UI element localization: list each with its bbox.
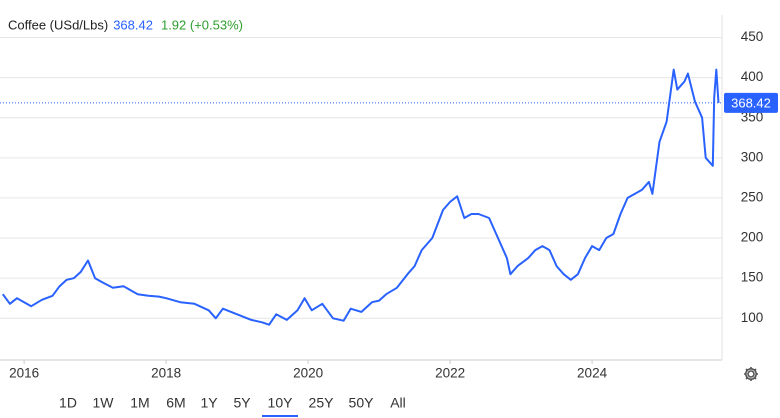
y-tick-label: 150	[741, 270, 764, 285]
range-button[interactable]: 5Y	[233, 395, 251, 411]
last-price-label: 368.42	[731, 95, 771, 110]
range-button[interactable]: 50Y	[349, 395, 375, 411]
range-button[interactable]: 25Y	[309, 395, 335, 411]
y-tick-label: 450	[741, 29, 764, 44]
y-tick-label: 250	[741, 189, 764, 204]
range-button[interactable]: 1D	[59, 395, 77, 411]
price: 368.42	[113, 17, 153, 32]
price-change: 1.92 (+0.53%)	[161, 17, 243, 32]
y-tick-label: 200	[741, 230, 764, 245]
x-tick-label: 2016	[9, 366, 39, 381]
y-tick-label: 100	[741, 310, 764, 325]
range-button[interactable]: All	[390, 395, 406, 411]
settings-icon[interactable]	[744, 367, 758, 381]
range-button[interactable]: 6M	[166, 395, 185, 411]
x-tick-label: 2018	[151, 366, 181, 381]
x-tick-label: 2024	[577, 366, 608, 381]
y-tick-label: 300	[741, 149, 764, 164]
range-button[interactable]: 1Y	[200, 395, 218, 411]
y-tick-label: 350	[741, 109, 764, 124]
x-tick-label: 2022	[435, 366, 465, 381]
x-tick-label: 2020	[293, 366, 323, 381]
chart-title: Coffee (USd/Lbs)	[8, 17, 108, 32]
range-button[interactable]: 1W	[93, 395, 115, 411]
range-button[interactable]: 1M	[130, 395, 149, 411]
range-button[interactable]: 10Y	[268, 395, 294, 411]
price-line	[1, 68, 720, 326]
y-tick-label: 400	[741, 69, 764, 84]
last-price-box	[724, 92, 778, 113]
